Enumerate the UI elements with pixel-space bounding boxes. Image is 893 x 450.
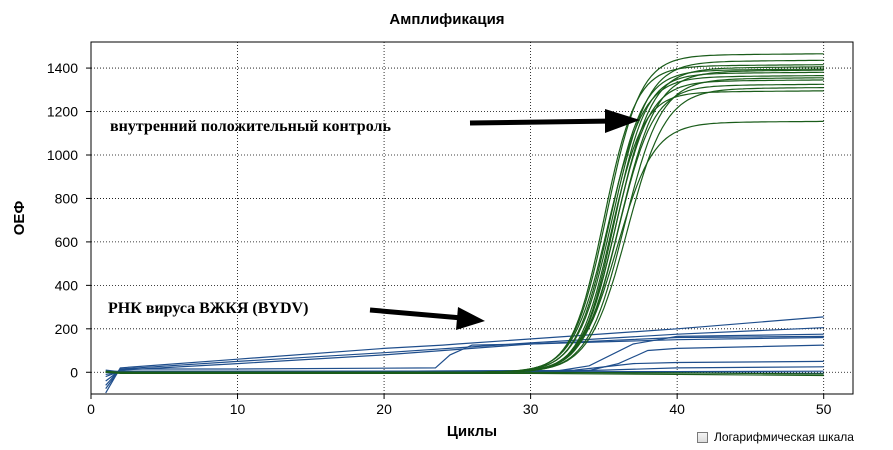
x-axis-ticks: 0 10 20 30 40 50 bbox=[87, 394, 832, 417]
y-axis-label: ОЕФ bbox=[11, 201, 28, 236]
x-axis-label: Циклы bbox=[447, 423, 497, 440]
annotation-bydv: РНК вируса ВЖКЯ (BYDV) bbox=[108, 300, 485, 330]
y-tick-label: 1000 bbox=[47, 147, 78, 163]
plot-area bbox=[90, 41, 854, 395]
x-tick-label: 40 bbox=[669, 401, 685, 417]
bydv-series-line bbox=[105, 371, 824, 377]
chart-title: Амплификация bbox=[389, 11, 504, 28]
annotation-bydv-arrow-shaft bbox=[369, 307, 463, 321]
bydv-series-line bbox=[105, 316, 824, 394]
x-tick-label: 50 bbox=[816, 401, 832, 417]
grid-lines bbox=[90, 42, 853, 394]
positive-control-series-line bbox=[105, 120, 824, 373]
x-tick-label: 10 bbox=[230, 401, 246, 417]
log-scale-checkbox[interactable]: Логарифмическая шкала bbox=[697, 430, 854, 444]
bydv-series-line bbox=[105, 335, 824, 389]
annotation-positive-control: внутренний положительный контроль bbox=[110, 109, 640, 135]
y-axis-ticks: 0 200 400 600 800 1000 1200 1400 bbox=[47, 60, 91, 380]
y-tick-label: 600 bbox=[55, 234, 79, 250]
y-tick-label: 400 bbox=[55, 277, 79, 293]
bydv-series-line bbox=[105, 336, 824, 382]
log-scale-label: Логарифмическая шкала bbox=[714, 430, 854, 444]
y-tick-label: 200 bbox=[55, 321, 79, 337]
annotation-bydv-text: РНК вируса ВЖКЯ (BYDV) bbox=[108, 300, 308, 317]
annotation-positive-control-text: внутренний положительный контроль bbox=[110, 118, 391, 135]
y-tick-label: 0 bbox=[70, 364, 78, 380]
y-tick-label: 800 bbox=[55, 190, 79, 206]
checkbox-icon[interactable] bbox=[697, 431, 708, 443]
y-tick-label: 1200 bbox=[47, 104, 78, 120]
y-tick-label: 1400 bbox=[47, 60, 78, 76]
series-layer bbox=[105, 53, 824, 394]
x-tick-label: 0 bbox=[87, 401, 95, 417]
annotation-positive-control-arrow-shaft bbox=[469, 118, 616, 126]
arrow-head-icon bbox=[456, 307, 485, 330]
x-tick-label: 30 bbox=[523, 401, 539, 417]
arrow-head-icon bbox=[605, 109, 640, 133]
x-tick-label: 20 bbox=[376, 401, 392, 417]
